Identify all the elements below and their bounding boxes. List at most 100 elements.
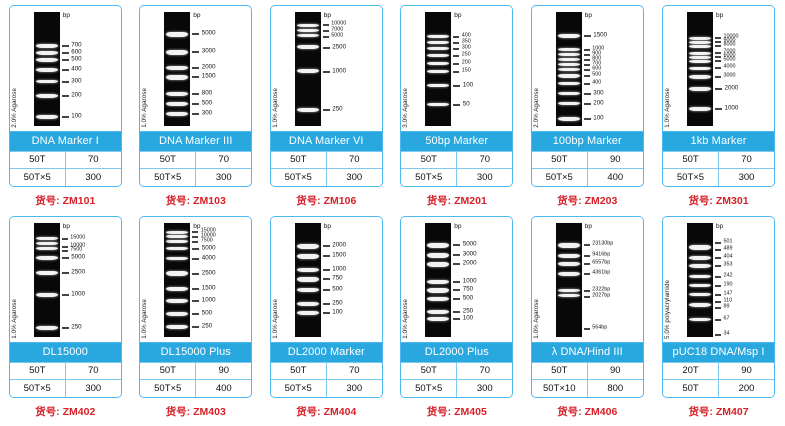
product-cell[interactable]: 1.0% Agarose bp 10000 7000 5000 2500 1000 250 DN… xyxy=(261,5,392,215)
tick-dash-icon xyxy=(715,257,721,259)
spec-size-cell: 50T xyxy=(531,361,588,380)
tick-dash-icon xyxy=(192,248,200,250)
tick-dash-icon xyxy=(715,60,721,62)
spec-size-cell: 50T xyxy=(9,150,66,169)
product-cell[interactable]: 1.0% Agarose bp 5000 3000 2000 1500 800 500 300 D… xyxy=(131,5,262,215)
ladder-tick-label: 242 xyxy=(723,272,733,279)
spec-table: 50T 70 50T×5 300 xyxy=(9,361,121,397)
ladder-tick-label: 500 xyxy=(592,71,602,78)
dna-band xyxy=(35,293,58,297)
spec-price-cell: 90 xyxy=(586,150,643,169)
gel-percentage-label: 2.0% Agarose xyxy=(532,88,540,128)
table-row: 50T 70 xyxy=(9,150,121,169)
ladder-tick-label: 489 xyxy=(723,245,733,252)
tick-dash-icon xyxy=(192,258,200,260)
tick-dash-icon xyxy=(61,45,69,47)
catalog-number-value: ZM405 xyxy=(454,405,487,418)
product-card[interactable]: 1.0% Agarose bp 5000 3000 2000 1500 800 500 300 D… xyxy=(139,5,253,187)
product-cell[interactable]: 2.0% Agarose bp 1500 1000 900 800 700 600 500 400… xyxy=(522,5,653,215)
product-card[interactable]: 1.0% Agarose bp 15000 10000 7500 5000 4000 2500… xyxy=(139,216,253,398)
product-card[interactable]: 3.0% Agarose bp 400 350 300 250 200 150 100 50 50b… xyxy=(400,5,514,187)
dna-band xyxy=(427,243,450,248)
dna-band xyxy=(166,287,189,291)
gel-lane xyxy=(294,12,321,126)
catalog-number-value: ZM103 xyxy=(193,194,226,207)
gel-lane xyxy=(555,12,582,126)
tick-dash-icon xyxy=(322,36,329,38)
dna-band xyxy=(296,302,319,306)
product-row-1: 2.0% Agarose bp 700 600 500 400 300 200 100 DNA M… xyxy=(0,5,785,215)
catalog-number: 货号: ZM404 xyxy=(296,404,356,419)
ladder-tick-label: 1500 xyxy=(201,284,216,292)
spec-price-cell: 90 xyxy=(195,361,252,380)
catalog-number-value: ZM106 xyxy=(323,194,357,207)
tick-dash-icon xyxy=(192,103,200,105)
ladder-tick-label: 600 xyxy=(71,48,82,56)
spec-price-cell: 400 xyxy=(586,168,643,186)
table-row: 20T 90 xyxy=(663,361,774,380)
ladder-tick-label: 3000 xyxy=(201,47,216,55)
gel-image: 5.0% polyacrylamide bp 501 489 404 353 242 190 1… xyxy=(663,217,774,342)
ladder-tick-label: 9416bp xyxy=(592,251,611,258)
spec-size-cell: 50T×5 xyxy=(9,168,66,186)
product-cell[interactable]: 1.0% Agarose bp 15000 10000 7500 5000 4000 2500… xyxy=(131,216,262,426)
catalog-number-value: ZM203 xyxy=(584,194,618,207)
tick-dash-icon xyxy=(583,59,590,61)
product-card[interactable]: 5.0% polyacrylamide bp 501 489 404 353 242 190 1… xyxy=(662,216,775,398)
product-cell[interactable]: 1.0% Agarose bp 15000 10000 7500 5000 2500 1000… xyxy=(0,216,131,426)
catalog-number-label: 货号: xyxy=(296,405,321,418)
product-title: pUC18 DNA/Msp I xyxy=(663,342,774,362)
bp-unit-label: bp xyxy=(716,12,724,19)
product-cell[interactable]: 5.0% polyacrylamide bp 501 489 404 353 242 190 1… xyxy=(653,216,785,426)
product-cell[interactable]: 1.0% Agarose bp 10000 9000 8000 7000 6000 5000 4… xyxy=(653,5,785,215)
product-cell[interactable]: 1.0% Agarose bp 5000 3000 2000 1000 750 500 250 1… xyxy=(392,216,523,426)
dna-band xyxy=(689,60,711,63)
ladder-tick-label: 10000 xyxy=(200,232,216,239)
ladder-tick-label: 15000 xyxy=(70,234,86,241)
dna-band xyxy=(427,84,450,87)
product-card[interactable]: 2.0% Agarose bp 1500 1000 900 800 700 600 500 400… xyxy=(530,5,644,187)
product-card[interactable]: 2.0% Agarose bp 700 600 500 400 300 200 100 DNA M… xyxy=(8,5,122,187)
product-title: 100bp Marker xyxy=(531,131,643,151)
gel-image: 1.0% Agarose bp 10000 7000 5000 2500 1000 250 xyxy=(270,6,382,131)
dna-band xyxy=(557,254,580,258)
dna-band xyxy=(689,41,711,44)
dna-band xyxy=(557,58,580,61)
product-cell[interactable]: 3.0% Agarose bp 400 350 300 250 200 150 100 50 50b… xyxy=(392,5,523,215)
tick-dash-icon xyxy=(322,289,330,291)
product-cell[interactable]: 1.0% Agarose bp 2000 1500 1000 750 500 250 100 DL… xyxy=(261,216,392,426)
product-card[interactable]: 1.0% Agarose bp 23130bp 9416bp 6557bp 4361bp 2… xyxy=(530,216,644,398)
spec-price-cell: 70 xyxy=(195,150,252,169)
tick-dash-icon xyxy=(583,290,590,292)
product-card[interactable]: 1.0% Agarose bp 10000 9000 8000 7000 6000 5000 4… xyxy=(662,5,775,187)
ladder-tick-label: 6557bp xyxy=(592,259,611,266)
product-cell[interactable]: 2.0% Agarose bp 700 600 500 400 300 200 100 DNA M… xyxy=(0,5,131,215)
ladder-tick-label: 300 xyxy=(71,77,82,85)
dna-band xyxy=(35,80,58,83)
dna-band xyxy=(427,54,450,57)
dna-band xyxy=(166,235,189,238)
spec-price-cell: 70 xyxy=(64,361,121,380)
dna-band xyxy=(557,68,580,71)
dna-band xyxy=(427,297,450,301)
tick-dash-icon xyxy=(61,257,69,259)
product-card[interactable]: 1.0% Agarose bp 5000 3000 2000 1000 750 500 250 1… xyxy=(400,216,514,398)
product-card[interactable]: 1.0% Agarose bp 10000 7000 5000 2500 1000 250 DN… xyxy=(269,5,383,187)
tick-dash-icon xyxy=(453,55,460,57)
product-card[interactable]: 1.0% Agarose bp 2000 1500 1000 750 500 250 100 DL… xyxy=(269,216,383,398)
tick-dash-icon xyxy=(453,36,460,38)
dna-band xyxy=(427,253,450,258)
catalog-number-value: ZM406 xyxy=(584,405,618,418)
product-cell[interactable]: 1.0% Agarose bp 23130bp 9416bp 6557bp 4361bp 2… xyxy=(522,216,653,426)
spec-size-cell: 50T xyxy=(663,379,719,397)
ladder-tick-label: 147 xyxy=(723,290,733,297)
gel-percentage-label: 1.0% Agarose xyxy=(402,299,410,339)
ladder-scale: 10000 9000 8000 7000 6000 5000 4000 3000 2000 100… xyxy=(715,12,774,126)
tick-dash-icon xyxy=(322,30,329,32)
gel-image: 1.0% Agarose bp 5000 3000 2000 1500 800 500 300 xyxy=(140,6,252,131)
ladder-tick-label: 89 xyxy=(723,303,730,310)
product-card[interactable]: 1.0% Agarose bp 15000 10000 7500 5000 2500 1000… xyxy=(8,216,122,398)
ladder-tick-label: 700 xyxy=(71,41,82,49)
ladder-tick-label: 50 xyxy=(462,100,470,108)
gel-image: 1.0% Agarose bp 15000 10000 7500 5000 4000 2500… xyxy=(140,217,252,342)
